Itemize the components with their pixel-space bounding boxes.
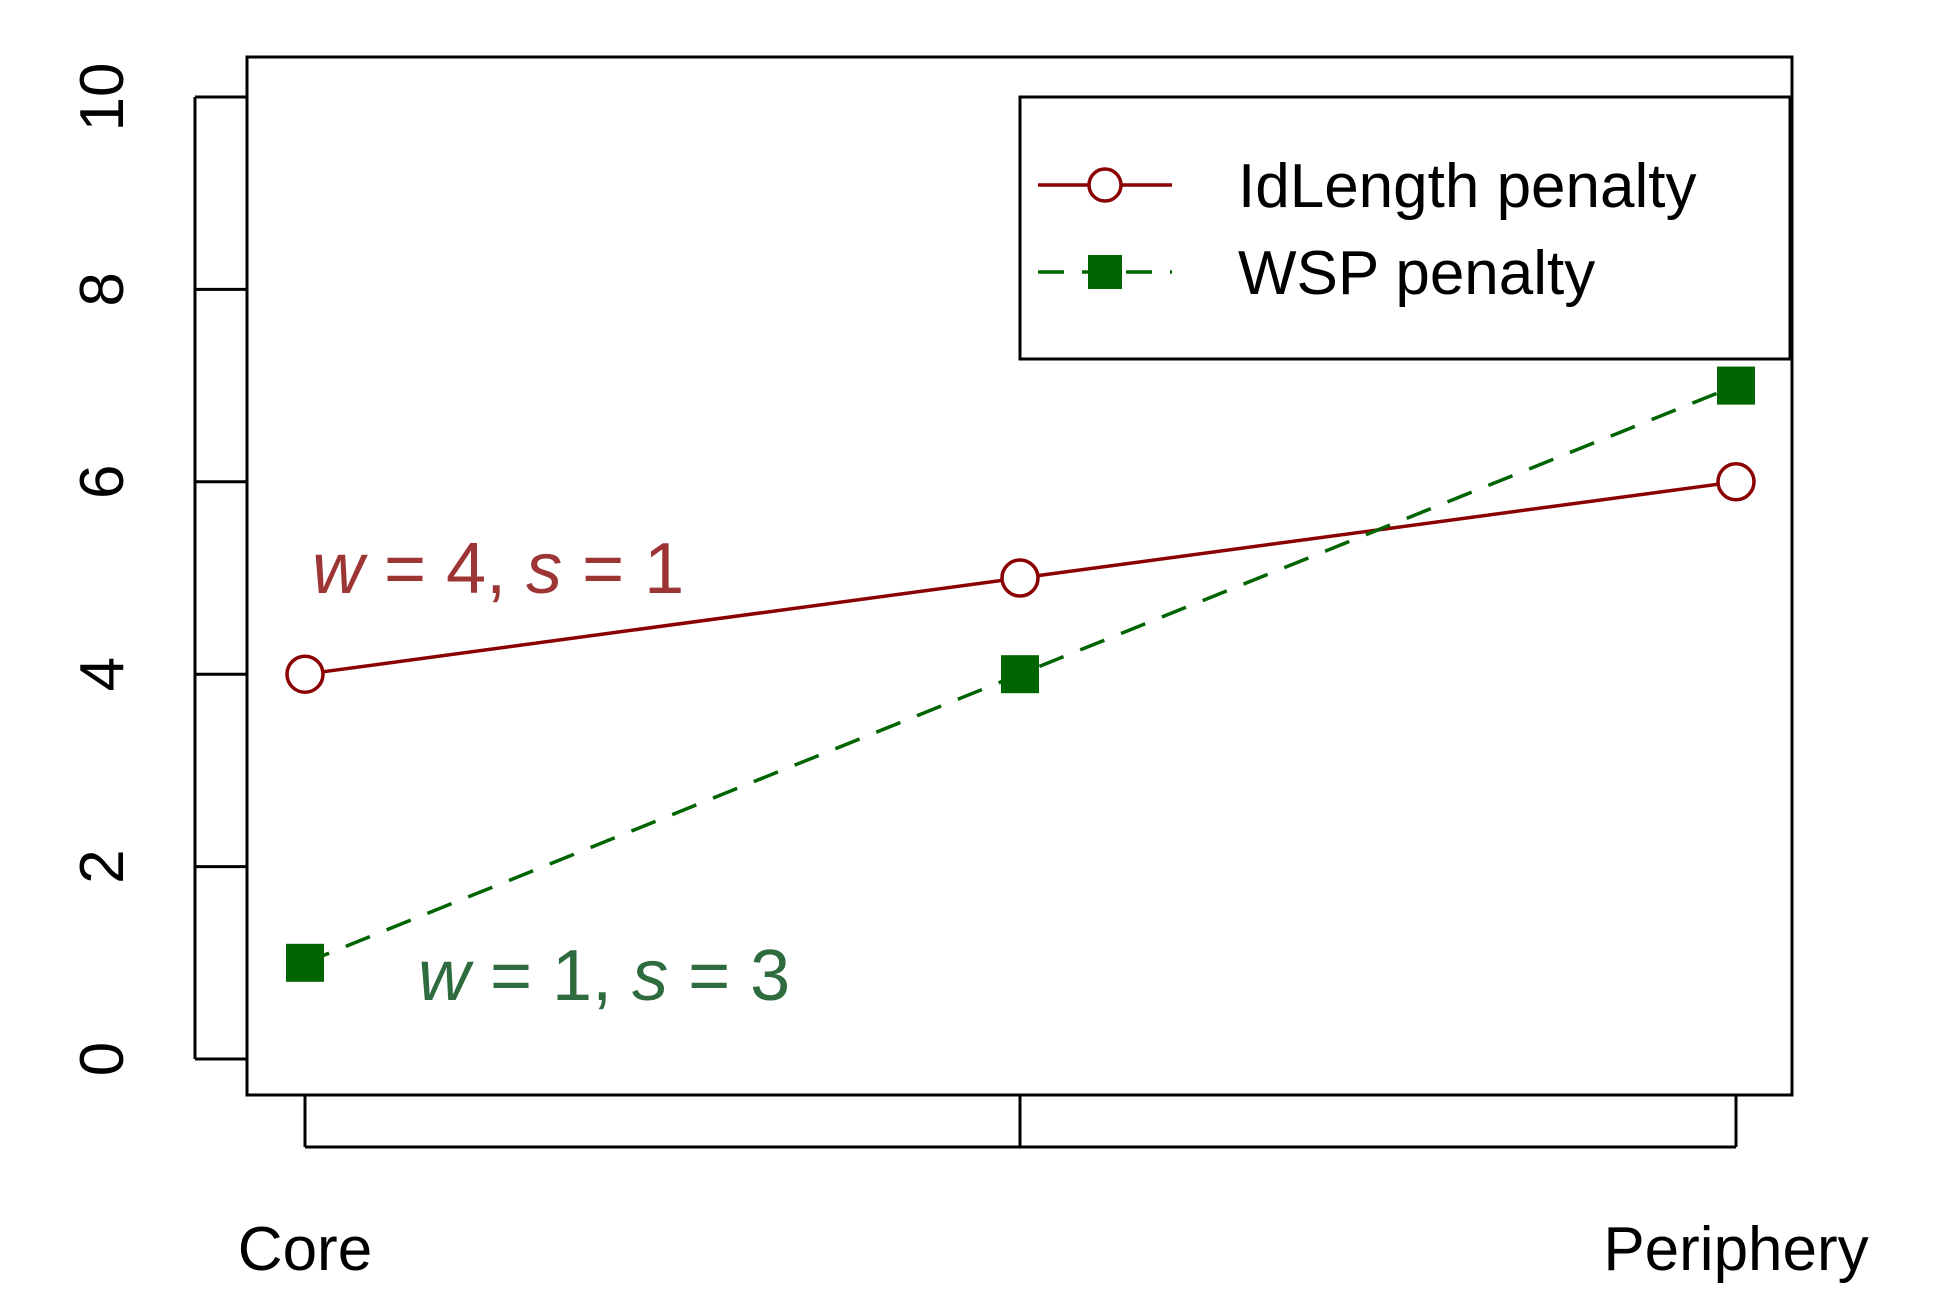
- point-idlength-1: [1000, 558, 1040, 598]
- point-wsp-1: [1001, 655, 1039, 694]
- y-axis: 0 2 4 6 8 10: [68, 63, 247, 1076]
- point-wsp-0: [286, 943, 324, 982]
- x-tick-label-core: Core: [238, 1215, 372, 1284]
- legend-label-wsp: WSP penalty: [1238, 239, 1595, 308]
- x-axis: Core Periphery: [238, 1095, 1869, 1284]
- legend-marker-idlength: [1087, 167, 1123, 203]
- y-tick-label-6: 6: [68, 465, 137, 499]
- series-layer: [285, 366, 1756, 982]
- point-wsp-2: [1717, 366, 1755, 405]
- point-idlength-0: [285, 654, 325, 694]
- x-tick-label-periphery: Periphery: [1603, 1215, 1868, 1284]
- legend-box: [1018, 95, 1792, 361]
- y-tick-label-2: 2: [68, 849, 137, 883]
- annotation-idlength: w = 4, s = 1: [312, 529, 684, 609]
- legend-marker-wsp: [1088, 255, 1122, 289]
- legend-label-idlength: IdLength penalty: [1238, 152, 1697, 221]
- point-idlength-2: [1716, 462, 1756, 502]
- annotation-wsp: w = 1, s = 3: [418, 936, 790, 1016]
- y-tick-label-10: 10: [68, 63, 137, 132]
- legend: IdLength penalty WSP penalty: [1018, 95, 1792, 361]
- y-tick-label-8: 8: [68, 272, 137, 306]
- y-tick-label-0: 0: [68, 1042, 137, 1076]
- y-tick-label-4: 4: [68, 657, 137, 691]
